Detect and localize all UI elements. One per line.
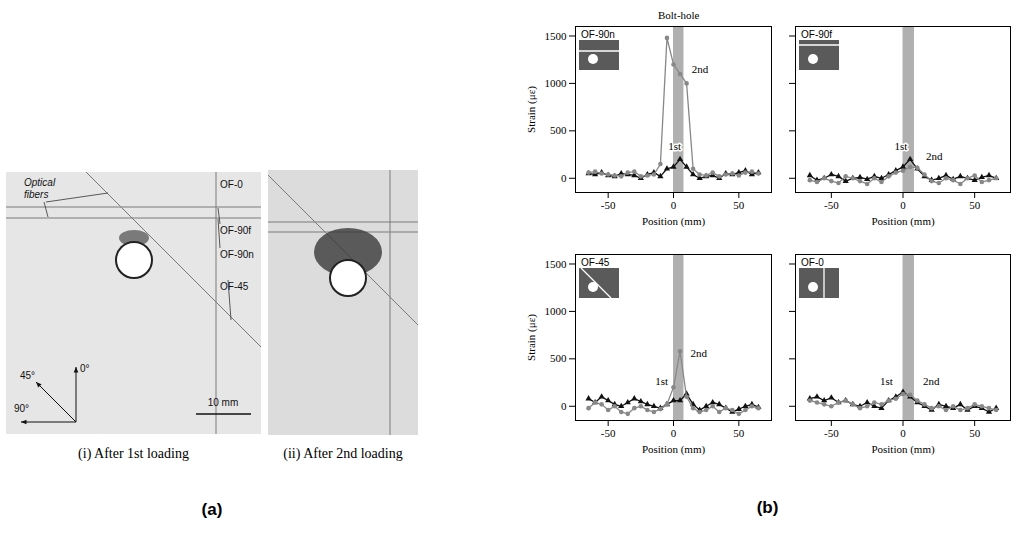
svg-text:90°: 90° <box>14 403 29 414</box>
html-text:(ii) After 2nd loading: (ii) After 2nd loading <box>283 446 403 461</box>
svg-text:1000: 1000 <box>545 305 568 317</box>
svg-text:50: 50 <box>733 199 745 211</box>
svg-text:-50: -50 <box>824 427 839 439</box>
html-text:(b): (b) <box>756 498 779 517</box>
svg-text:0: 0 <box>561 400 567 412</box>
svg-text:Position (mm): Position (mm) <box>871 215 935 228</box>
svg-text:50: 50 <box>733 427 745 439</box>
svg-text:0: 0 <box>900 199 906 211</box>
svg-text:1st: 1st <box>894 140 907 152</box>
svg-text:Position (mm): Position (mm) <box>642 443 706 456</box>
svg-text:1st: 1st <box>668 140 681 152</box>
svg-text:Position (mm): Position (mm) <box>642 215 706 228</box>
html-text:(i) After 1st loading: (i) After 1st loading <box>78 446 189 461</box>
svg-text:Strain (με): Strain (με) <box>525 314 538 361</box>
svg-text:0: 0 <box>671 427 677 439</box>
svg-text:-50: -50 <box>824 199 839 211</box>
svg-text:10 mm: 10 mm <box>208 397 239 408</box>
svg-text:OF-0: OF-0 <box>220 179 243 190</box>
html-text:OF-0: OF-0 <box>801 257 824 268</box>
svg-text:2nd: 2nd <box>926 150 943 162</box>
svg-text:1500: 1500 <box>545 258 568 270</box>
svg-text:-50: -50 <box>601 427 616 439</box>
svg-text:1st: 1st <box>880 375 893 387</box>
svg-text:2nd: 2nd <box>692 63 709 75</box>
svg-text:OF-45: OF-45 <box>220 281 249 292</box>
svg-text:Position (mm): Position (mm) <box>871 443 935 456</box>
svg-text:Bolt-hole: Bolt-hole <box>658 9 700 21</box>
svg-text:1st: 1st <box>655 375 668 387</box>
svg-text:fibers: fibers <box>24 189 48 200</box>
svg-text:0: 0 <box>900 427 906 439</box>
html-text:OF-90f: OF-90f <box>801 29 833 40</box>
svg-text:OF-90f: OF-90f <box>220 225 251 236</box>
html-text:OF-90n: OF-90n <box>581 29 615 40</box>
html-text:OF-45: OF-45 <box>581 257 610 268</box>
svg-text:2nd: 2nd <box>690 347 707 359</box>
svg-text:Optical: Optical <box>24 177 56 188</box>
svg-text:0: 0 <box>561 172 567 184</box>
svg-text:500: 500 <box>550 124 567 136</box>
svg-text:2nd: 2nd <box>923 375 940 387</box>
svg-text:Strain (με): Strain (με) <box>525 86 538 133</box>
svg-text:0: 0 <box>671 199 677 211</box>
svg-text:1000: 1000 <box>545 77 568 89</box>
svg-text:500: 500 <box>550 352 567 364</box>
svg-text:1500: 1500 <box>545 30 568 42</box>
svg-text:50: 50 <box>969 427 981 439</box>
svg-text:0°: 0° <box>80 363 90 374</box>
svg-text:-50: -50 <box>601 199 616 211</box>
html-text:(a): (a) <box>201 500 223 519</box>
svg-text:50: 50 <box>969 199 981 211</box>
svg-text:OF-90n: OF-90n <box>220 249 254 260</box>
svg-text:45°: 45° <box>20 370 35 381</box>
